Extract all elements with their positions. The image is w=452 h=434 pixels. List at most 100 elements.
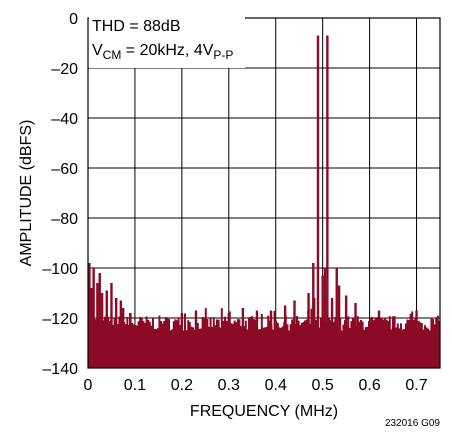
noise-bar: [432, 318, 434, 368]
spectrum-peak: [92, 268, 95, 368]
noise-bar: [374, 318, 377, 368]
noise-bar: [424, 325, 426, 368]
noise-bar: [107, 316, 110, 368]
y-tick-label: –120: [42, 311, 78, 328]
x-tick-label: 0.2: [171, 377, 193, 394]
noise-bar: [435, 318, 438, 368]
noise-bar: [382, 319, 385, 368]
noise-bar: [113, 317, 116, 368]
noise-bar: [257, 329, 260, 368]
noise-bar: [185, 330, 188, 368]
noise-bar: [198, 328, 201, 368]
x-tick-label: 0.3: [218, 377, 240, 394]
plot-frame: [87, 17, 441, 369]
noise-bar: [232, 323, 234, 368]
noise-bar: [140, 317, 143, 368]
noise-bar: [216, 319, 218, 368]
noise-bar: [273, 310, 276, 368]
noise-bar: [360, 319, 362, 368]
noise-bar: [265, 326, 268, 368]
noise-bar: [254, 319, 257, 368]
y-tick-labels: 0 –20 –40 –60 –80 –100 –120 –140: [42, 11, 78, 378]
spectrum-peak: [100, 293, 104, 368]
noise-bar: [200, 328, 202, 368]
noise-bar: [161, 323, 164, 368]
spectrum-peak: [255, 310, 259, 368]
noise-bar: [204, 308, 207, 368]
noise-bar: [168, 319, 170, 368]
spectrum-peak: [90, 288, 93, 368]
noise-bar: [243, 326, 246, 368]
noise-bar: [371, 316, 374, 368]
noise-bar: [233, 320, 236, 368]
x-tick-label: 0: [84, 377, 93, 394]
y-tick-label: –140: [42, 361, 78, 378]
noise-bar: [104, 316, 106, 368]
noise-bar: [209, 317, 212, 368]
annotation-vcm: VCM = 20kHz, 4VP-P: [92, 42, 233, 62]
y-tick-label: –20: [51, 61, 78, 78]
noise-bar: [340, 330, 343, 368]
noise-bar: [305, 319, 308, 368]
figure-id: 232016 G09: [384, 418, 440, 429]
noise-bar: [201, 317, 204, 368]
noise-bar: [158, 315, 161, 368]
spectrum-peak: [293, 300, 296, 368]
noise-bar: [248, 318, 250, 368]
spectrum-peak: [98, 273, 101, 368]
noise-bar: [342, 324, 345, 368]
noise-bar: [302, 321, 305, 368]
spectrum-peak: [335, 268, 338, 368]
noise-bar: [267, 315, 270, 368]
noise-bar: [240, 326, 242, 368]
spectrum-peak: [105, 290, 108, 368]
x-tick-label: 0.4: [265, 377, 287, 394]
noise-bar: [420, 323, 423, 368]
noise-bar: [217, 319, 220, 368]
noise-bar: [393, 316, 396, 368]
noise-bar: [288, 330, 290, 368]
noise-bar: [308, 323, 311, 368]
noise-bar: [132, 324, 135, 368]
noise-bar: [320, 318, 322, 368]
noise-bar: [356, 316, 359, 368]
spectrum-peak: [110, 283, 113, 368]
noise-bar: [179, 324, 182, 368]
noise-bar: [184, 313, 186, 368]
spectrum-peak: [415, 310, 418, 368]
noise-bar: [276, 322, 279, 368]
noise-bar: [187, 320, 190, 368]
noise-bar: [190, 326, 193, 368]
spectrum-peak: [119, 300, 123, 368]
noise-bar: [94, 319, 97, 368]
noise-bar: [169, 330, 172, 368]
noise-bar: [387, 321, 390, 368]
noise-bar: [124, 324, 127, 368]
x-tick-labels: 0 0.1 0.2 0.3 0.4 0.5 0.6 0.7: [84, 377, 428, 394]
noise-bar: [147, 319, 150, 368]
spectrum-peak: [321, 275, 324, 368]
noise-bar: [289, 324, 292, 368]
y-tick-label: –80: [51, 211, 78, 228]
spectrum-peak: [354, 303, 357, 368]
noise-bar: [281, 326, 284, 368]
spectrum-peak: [129, 313, 132, 368]
noise-bar: [259, 329, 262, 368]
noise-bar: [128, 325, 130, 368]
spectrum-peak: [337, 285, 341, 368]
spectrum-peak: [316, 35, 320, 368]
noise-bar: [212, 317, 215, 368]
y-tick-label: –60: [51, 161, 78, 178]
noise-bar: [148, 321, 151, 368]
noise-bar: [358, 321, 361, 368]
noise-bar: [278, 327, 281, 368]
noise-bar: [225, 320, 228, 368]
noise-bar: [235, 322, 238, 368]
noise-bar: [428, 330, 431, 368]
noise-bar: [372, 320, 375, 368]
spectrum-peak: [307, 293, 310, 368]
noise-bar: [304, 320, 306, 368]
noise-bar: [350, 321, 353, 368]
spectrum-peak: [377, 310, 381, 368]
